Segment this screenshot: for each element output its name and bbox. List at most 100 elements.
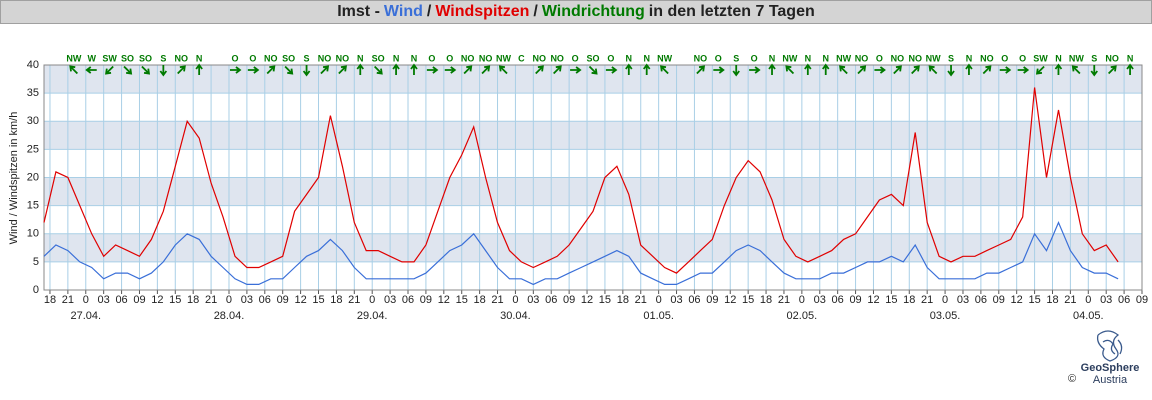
x-tick-label: 12 bbox=[581, 294, 593, 306]
grid-band bbox=[44, 121, 1142, 150]
direction-label: SW bbox=[1033, 53, 1048, 63]
x-tick-label: 06 bbox=[115, 294, 127, 306]
x-tick-label: 12 bbox=[151, 294, 163, 306]
direction-label: NW bbox=[657, 53, 672, 63]
title-direction: Windrichtung bbox=[541, 3, 645, 20]
x-tick-label: 09 bbox=[563, 294, 575, 306]
direction-arrow bbox=[660, 65, 669, 75]
x-tick-label: 21 bbox=[491, 294, 503, 306]
y-tick-label: 0 bbox=[33, 284, 39, 296]
direction-label: S bbox=[160, 53, 166, 63]
y-tick-label: 30 bbox=[27, 115, 39, 127]
logo-shape bbox=[1102, 339, 1116, 355]
plot-frame bbox=[43, 64, 1143, 291]
arrow-shape bbox=[947, 65, 955, 77]
direction-arrow bbox=[1054, 63, 1063, 75]
arrow-shape bbox=[713, 66, 725, 74]
x-tick-label: 0 bbox=[83, 294, 89, 306]
direction-arrow bbox=[804, 63, 812, 75]
arrow-shape bbox=[749, 66, 761, 74]
y-axis-label: Wind / Windspitzen in km/h bbox=[8, 112, 20, 245]
direction-arrow bbox=[605, 66, 618, 74]
direction-label: NO bbox=[461, 53, 475, 63]
direction-arrow bbox=[822, 63, 830, 75]
direction-label: N bbox=[966, 53, 973, 63]
arrow-shape bbox=[625, 63, 633, 75]
x-tick-label: 0 bbox=[799, 294, 805, 306]
direction-label: NO bbox=[550, 53, 564, 63]
title-separator: / bbox=[533, 3, 538, 20]
direction-label: NW bbox=[926, 53, 941, 63]
direction-arrow bbox=[999, 66, 1012, 74]
arrow-shape bbox=[570, 66, 582, 74]
direction-arrow bbox=[588, 65, 598, 75]
x-tick-label: 03 bbox=[670, 294, 682, 306]
x-tick-label: 18 bbox=[330, 294, 342, 306]
arrow-shape bbox=[1126, 63, 1134, 75]
direction-label: N bbox=[357, 53, 364, 63]
direction-arrow bbox=[229, 66, 242, 74]
direction-arrow bbox=[177, 65, 186, 75]
y-tick-label: 25 bbox=[27, 143, 39, 155]
arrow-shape bbox=[284, 65, 294, 75]
direction-arrow bbox=[426, 66, 439, 74]
arrow-shape bbox=[177, 65, 186, 75]
arrow-shape bbox=[642, 63, 651, 75]
arrow-shape bbox=[338, 65, 347, 75]
x-tick-label: 06 bbox=[688, 294, 700, 306]
arrow-shape bbox=[247, 66, 260, 74]
arrow-shape bbox=[320, 65, 330, 75]
direction-arrow bbox=[302, 65, 311, 77]
date-label: 04.05. bbox=[1073, 310, 1104, 322]
arrow-shape bbox=[535, 65, 544, 75]
direction-arrow bbox=[392, 63, 400, 75]
title-separator: / bbox=[426, 3, 432, 20]
direction-label: NO bbox=[533, 53, 547, 63]
x-tick-label: 12 bbox=[294, 294, 306, 306]
direction-arrow bbox=[1107, 65, 1117, 75]
arrow-shape bbox=[1035, 65, 1045, 75]
direction-arrow bbox=[159, 65, 168, 77]
direction-label: C bbox=[518, 53, 525, 63]
brand-sub: Austria bbox=[1093, 374, 1128, 386]
x-tick-label: 06 bbox=[975, 294, 987, 306]
direction-arrow bbox=[1126, 63, 1134, 75]
x-tick-label: 09 bbox=[1136, 294, 1148, 306]
direction-label: SO bbox=[139, 53, 152, 63]
direction-label: S bbox=[948, 53, 954, 63]
x-tick-label: 0 bbox=[942, 294, 948, 306]
direction-arrow bbox=[642, 63, 651, 75]
direction-label: O bbox=[231, 53, 238, 63]
arrow-shape bbox=[444, 66, 457, 74]
x-tick-label: 03 bbox=[384, 294, 396, 306]
direction-arrow bbox=[570, 66, 582, 74]
direction-label: NO bbox=[1105, 53, 1119, 63]
x-tick-label: 03 bbox=[814, 294, 826, 306]
title-prefix: Imst - bbox=[337, 3, 380, 20]
x-tick-label: 18 bbox=[903, 294, 915, 306]
arrow-shape bbox=[911, 65, 920, 75]
x-tick-label: 21 bbox=[778, 294, 790, 306]
title-wind: Wind bbox=[383, 3, 423, 20]
direction-arrow bbox=[195, 63, 203, 75]
direction-arrow bbox=[498, 65, 508, 75]
direction-arrow bbox=[839, 65, 848, 75]
x-tick-label: 09 bbox=[993, 294, 1005, 306]
direction-arrow bbox=[338, 65, 347, 75]
direction-arrow bbox=[768, 63, 776, 75]
direction-label: NO bbox=[264, 53, 278, 63]
date-label: 01.05. bbox=[643, 310, 674, 322]
direction-arrow bbox=[1071, 65, 1081, 75]
x-tick-label: 15 bbox=[1028, 294, 1040, 306]
x-tick-label: 03 bbox=[957, 294, 969, 306]
arrow-shape bbox=[426, 66, 439, 74]
x-tick-label: 21 bbox=[62, 294, 74, 306]
direction-arrow bbox=[320, 65, 330, 75]
direction-arrow bbox=[893, 65, 902, 75]
x-tick-label: 03 bbox=[1100, 294, 1112, 306]
direction-arrow bbox=[105, 65, 114, 75]
direction-label: O bbox=[1019, 53, 1026, 63]
arrow-shape bbox=[965, 63, 973, 75]
arrow-shape bbox=[804, 63, 812, 75]
